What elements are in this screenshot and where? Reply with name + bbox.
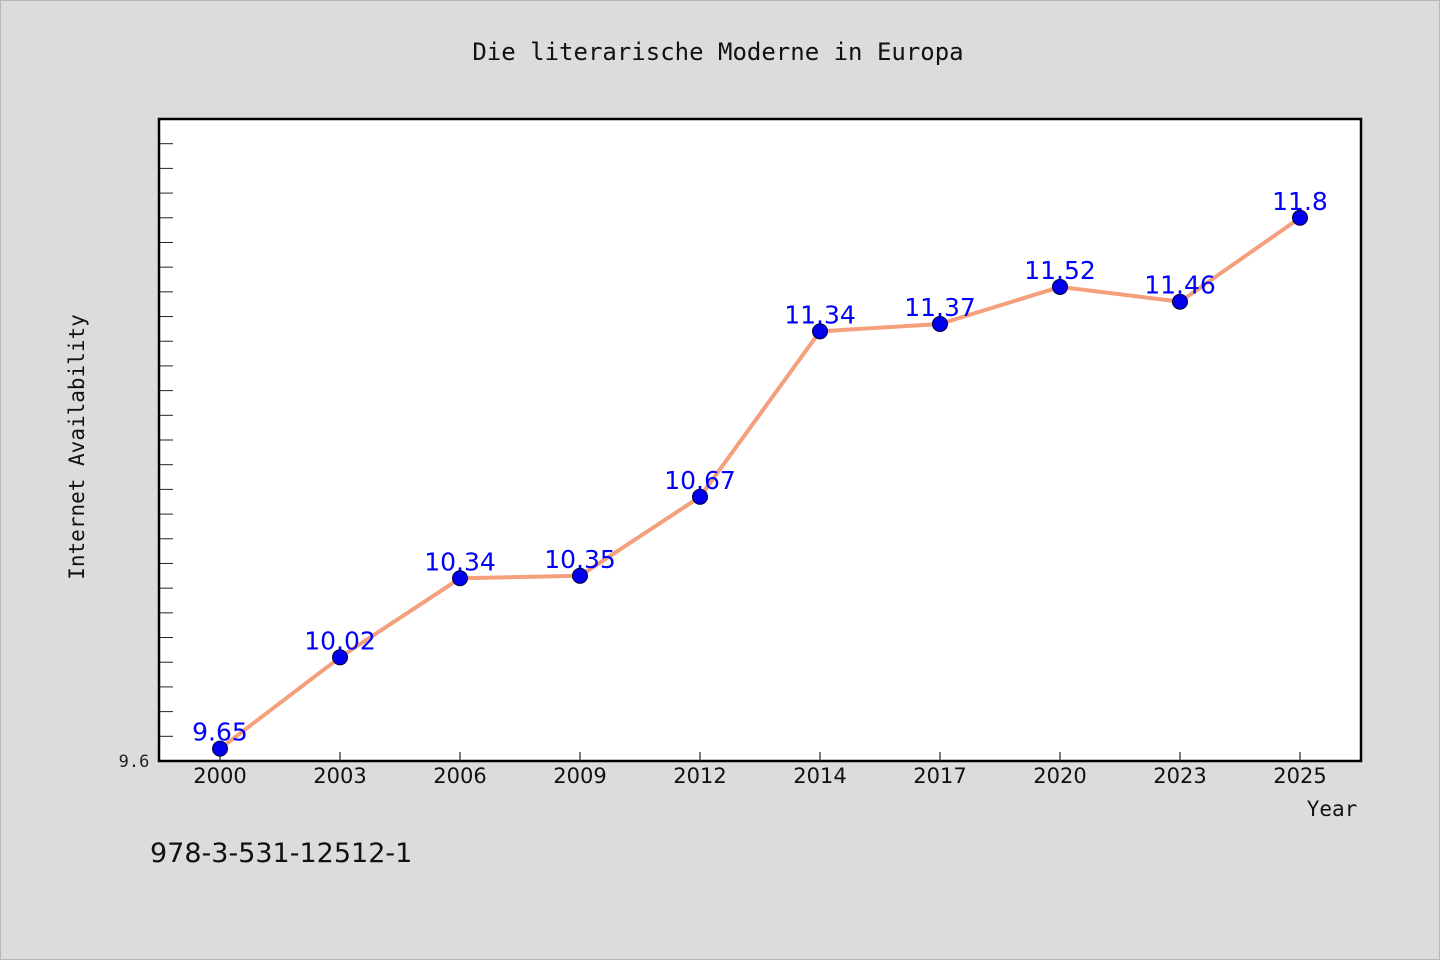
x-tick-label: 2017 bbox=[913, 764, 966, 788]
data-point bbox=[452, 570, 468, 587]
data-label: 11.8 bbox=[1272, 187, 1328, 216]
data-label: 10.02 bbox=[304, 626, 376, 655]
plot-area bbox=[157, 117, 1363, 763]
series-markers bbox=[212, 209, 1308, 757]
y-axis-label: Internet Availability bbox=[65, 314, 89, 580]
data-point bbox=[1172, 293, 1188, 310]
x-axis-ticks: 2000 2003 2006 2009 2012 2014 2017 2020 2023 2025 bbox=[193, 752, 1327, 788]
data-label: 10.34 bbox=[424, 547, 496, 576]
y-axis-tick-label: 9.6 bbox=[119, 752, 150, 772]
isbn-footer: 978-3-531-12512-1 bbox=[150, 838, 412, 869]
x-axis-label: Year bbox=[1307, 797, 1358, 821]
series-line-group bbox=[218, 215, 1302, 751]
data-label: 11.34 bbox=[784, 300, 856, 329]
data-point bbox=[692, 488, 708, 505]
data-point bbox=[1292, 209, 1308, 226]
data-point bbox=[332, 649, 348, 666]
data-label: 10.67 bbox=[664, 466, 736, 495]
data-label: 11.37 bbox=[904, 293, 976, 322]
data-label: 11.52 bbox=[1024, 256, 1096, 285]
data-point bbox=[212, 740, 228, 757]
data-point bbox=[932, 315, 948, 332]
series-line bbox=[218, 215, 1302, 751]
data-point bbox=[812, 323, 828, 340]
x-tick-label: 2012 bbox=[673, 764, 726, 788]
data-point bbox=[1052, 278, 1068, 295]
data-label: 11.46 bbox=[1144, 271, 1216, 300]
data-point bbox=[572, 567, 588, 584]
data-label: 9.65 bbox=[192, 718, 248, 747]
x-tick-label: 2020 bbox=[1033, 764, 1086, 788]
x-tick-label: 2006 bbox=[433, 764, 486, 788]
data-label: 10.35 bbox=[544, 545, 616, 574]
x-tick-label: 2000 bbox=[193, 764, 246, 788]
chart-title: Die literarische Moderne in Europa bbox=[472, 38, 963, 66]
x-tick-label: 2023 bbox=[1153, 764, 1206, 788]
x-tick-label: 2009 bbox=[553, 764, 606, 788]
data-labels: 9.65 10.02 10.34 10.35 10.67 11.34 11.37 11.52 1… bbox=[192, 187, 1328, 747]
x-tick-label: 2014 bbox=[793, 764, 846, 788]
x-tick-label: 2003 bbox=[313, 764, 366, 788]
y-axis-ticks bbox=[159, 143, 173, 737]
x-tick-label: 2025 bbox=[1273, 764, 1326, 788]
